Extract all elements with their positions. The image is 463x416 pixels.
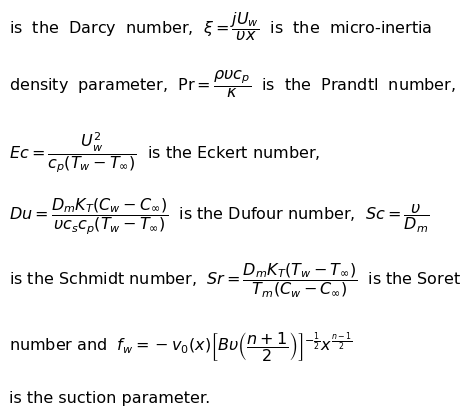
Text: is the suction parameter.: is the suction parameter.	[9, 391, 209, 406]
Text: is  the  Darcy  number,  $\xi = \dfrac{jU_w}{\upsilon x}$  is  the  micro-inerti: is the Darcy number, $\xi = \dfrac{jU_w}…	[9, 10, 431, 43]
Text: $Du = \dfrac{D_m K_T\left(C_w - C_\infty\right)}{\upsilon c_s c_p\left(T_w - T_\: $Du = \dfrac{D_m K_T\left(C_w - C_\infty…	[9, 196, 428, 237]
Text: $Ec = \dfrac{U_w^2}{c_p\left(T_w - T_\infty\right)}$  is the Eckert number,: $Ec = \dfrac{U_w^2}{c_p\left(T_w - T_\in…	[9, 130, 319, 175]
Text: number and  $f_w = -v_0(x)\left[B\upsilon\left(\dfrac{n+1}{2}\right)\right]^{-\f: number and $f_w = -v_0(x)\left[B\upsilon…	[9, 330, 351, 363]
Text: density  parameter,  $\mathrm{Pr} = \dfrac{\rho \upsilon c_p}{\kappa}$  is  the : density parameter, $\mathrm{Pr} = \dfrac…	[9, 68, 455, 100]
Text: is the Schmidt number,  $Sr = \dfrac{D_m K_T\left(T_w - T_\infty\right)}{T_m\lef: is the Schmidt number, $Sr = \dfrac{D_m …	[9, 261, 460, 300]
